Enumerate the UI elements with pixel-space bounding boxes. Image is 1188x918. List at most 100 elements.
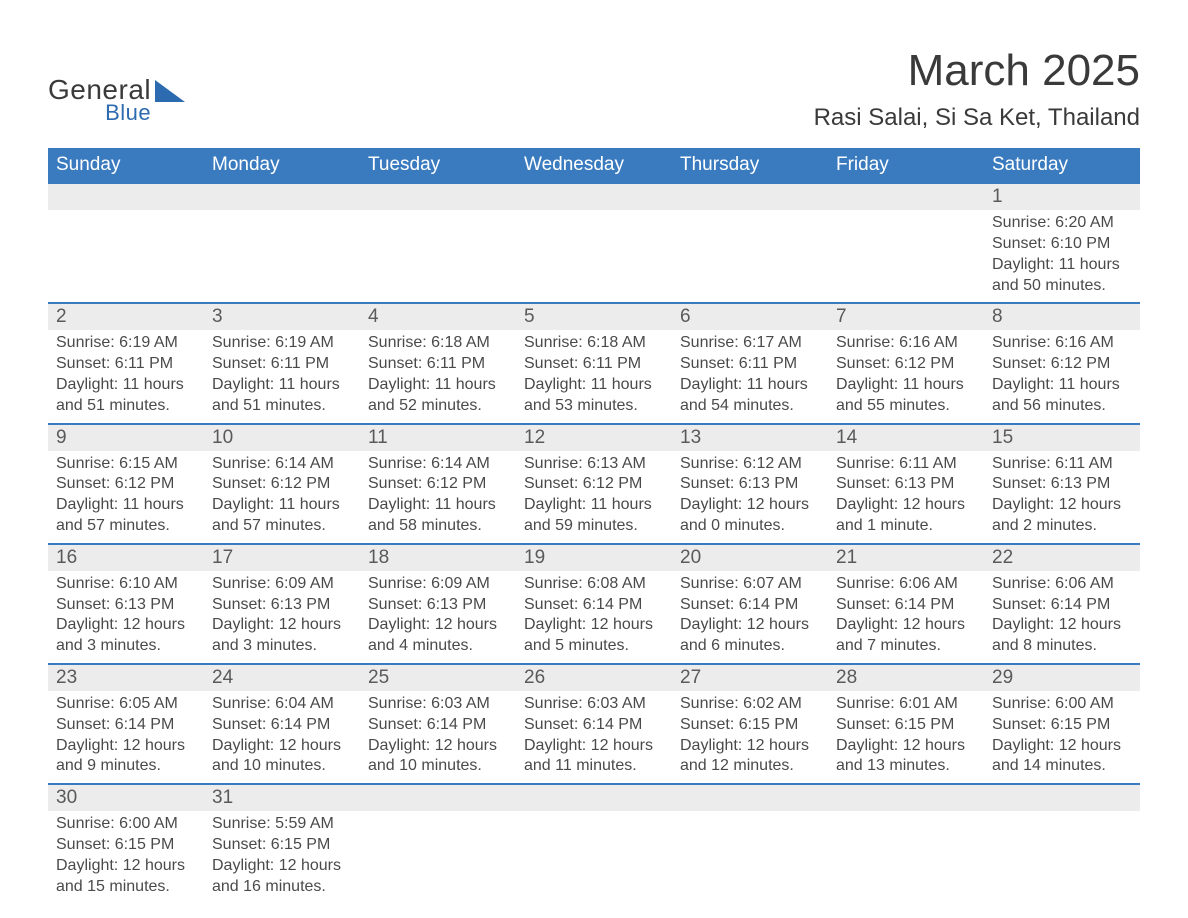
cell-line: Sunrise: 6:08 AM bbox=[524, 574, 664, 595]
cell-line: and 51 minutes. bbox=[212, 396, 352, 417]
day-data-cell bbox=[360, 210, 516, 303]
cell-line: Sunrise: 6:02 AM bbox=[680, 694, 820, 715]
cell-line: Sunset: 6:14 PM bbox=[56, 715, 196, 736]
triangle-icon bbox=[155, 80, 185, 102]
cell-line: Daylight: 12 hours bbox=[56, 615, 196, 636]
cell-line: and 4 minutes. bbox=[368, 636, 508, 657]
cell-line: Sunset: 6:14 PM bbox=[524, 595, 664, 616]
day-number-cell: 11 bbox=[360, 424, 516, 451]
day-data-row: Sunrise: 6:10 AMSunset: 6:13 PMDaylight:… bbox=[48, 571, 1140, 664]
page-title: March 2025 bbox=[814, 48, 1140, 94]
cell-line: Sunset: 6:11 PM bbox=[56, 354, 196, 375]
day-data-cell bbox=[360, 811, 516, 903]
cell-line: Daylight: 12 hours bbox=[680, 615, 820, 636]
day-number-cell: 29 bbox=[984, 664, 1140, 691]
cell-line: Sunrise: 6:04 AM bbox=[212, 694, 352, 715]
day-data-cell: Sunrise: 6:13 AMSunset: 6:12 PMDaylight:… bbox=[516, 451, 672, 544]
day-number-cell: 22 bbox=[984, 544, 1140, 571]
cell-line: and 8 minutes. bbox=[992, 636, 1132, 657]
cell-line: Sunset: 6:12 PM bbox=[56, 474, 196, 495]
cell-line: Daylight: 12 hours bbox=[992, 495, 1132, 516]
day-data-cell bbox=[516, 811, 672, 903]
cell-line: and 14 minutes. bbox=[992, 756, 1132, 777]
calendar-page: General Blue March 2025 Rasi Salai, Si S… bbox=[0, 0, 1188, 918]
cell-line: Daylight: 12 hours bbox=[992, 736, 1132, 757]
cell-line: Daylight: 12 hours bbox=[212, 736, 352, 757]
cell-line: Daylight: 11 hours bbox=[368, 375, 508, 396]
day-data-row: Sunrise: 6:19 AMSunset: 6:11 PMDaylight:… bbox=[48, 330, 1140, 423]
cell-line: Sunset: 6:13 PM bbox=[212, 595, 352, 616]
day-number-cell: 5 bbox=[516, 303, 672, 330]
cell-line: Sunrise: 6:06 AM bbox=[992, 574, 1132, 595]
day-number-cell: 7 bbox=[828, 303, 984, 330]
day-number-cell: 18 bbox=[360, 544, 516, 571]
cell-line: Sunrise: 6:05 AM bbox=[56, 694, 196, 715]
day-data-cell bbox=[48, 210, 204, 303]
day-data-cell: Sunrise: 6:12 AMSunset: 6:13 PMDaylight:… bbox=[672, 451, 828, 544]
day-number-cell: 15 bbox=[984, 424, 1140, 451]
cell-line: Daylight: 12 hours bbox=[212, 615, 352, 636]
day-data-cell: Sunrise: 6:07 AMSunset: 6:14 PMDaylight:… bbox=[672, 571, 828, 664]
cell-line: Sunset: 6:15 PM bbox=[836, 715, 976, 736]
day-data-cell: Sunrise: 6:04 AMSunset: 6:14 PMDaylight:… bbox=[204, 691, 360, 784]
cell-line: Sunrise: 6:14 AM bbox=[368, 454, 508, 475]
cell-line: Sunrise: 6:13 AM bbox=[524, 454, 664, 475]
cell-line: Daylight: 12 hours bbox=[368, 615, 508, 636]
day-number-cell: 28 bbox=[828, 664, 984, 691]
cell-line: Sunrise: 6:19 AM bbox=[56, 333, 196, 354]
cell-line: Daylight: 11 hours bbox=[992, 255, 1132, 276]
cell-line: Sunset: 6:14 PM bbox=[836, 595, 976, 616]
cell-line: and 59 minutes. bbox=[524, 516, 664, 537]
day-number-row: 23242526272829 bbox=[48, 664, 1140, 691]
cell-line: Sunset: 6:14 PM bbox=[368, 715, 508, 736]
day-data-cell: Sunrise: 6:05 AMSunset: 6:14 PMDaylight:… bbox=[48, 691, 204, 784]
cell-line: Sunrise: 6:16 AM bbox=[992, 333, 1132, 354]
cell-line: and 9 minutes. bbox=[56, 756, 196, 777]
cell-line: Sunrise: 6:11 AM bbox=[992, 454, 1132, 475]
cell-line: and 55 minutes. bbox=[836, 396, 976, 417]
day-data-cell: Sunrise: 6:20 AMSunset: 6:10 PMDaylight:… bbox=[984, 210, 1140, 303]
cell-line: Daylight: 12 hours bbox=[680, 736, 820, 757]
day-data-cell: Sunrise: 6:03 AMSunset: 6:14 PMDaylight:… bbox=[360, 691, 516, 784]
cell-line: Daylight: 11 hours bbox=[212, 495, 352, 516]
day-data-cell: Sunrise: 6:03 AMSunset: 6:14 PMDaylight:… bbox=[516, 691, 672, 784]
day-data-cell: Sunrise: 6:11 AMSunset: 6:13 PMDaylight:… bbox=[984, 451, 1140, 544]
day-data-cell: Sunrise: 6:08 AMSunset: 6:14 PMDaylight:… bbox=[516, 571, 672, 664]
cell-line: Sunset: 6:12 PM bbox=[368, 474, 508, 495]
day-number-cell: 12 bbox=[516, 424, 672, 451]
cell-line: and 1 minute. bbox=[836, 516, 976, 537]
day-number-cell: 19 bbox=[516, 544, 672, 571]
cell-line: and 2 minutes. bbox=[992, 516, 1132, 537]
cell-line: Sunrise: 6:00 AM bbox=[56, 814, 196, 835]
cell-line: Sunset: 6:10 PM bbox=[992, 234, 1132, 255]
location-subtitle: Rasi Salai, Si Sa Ket, Thailand bbox=[814, 104, 1140, 132]
day-data-cell bbox=[828, 210, 984, 303]
cell-line: Sunrise: 6:16 AM bbox=[836, 333, 976, 354]
day-data-cell: Sunrise: 6:16 AMSunset: 6:12 PMDaylight:… bbox=[984, 330, 1140, 423]
day-number-cell: 25 bbox=[360, 664, 516, 691]
day-data-cell: Sunrise: 6:09 AMSunset: 6:13 PMDaylight:… bbox=[204, 571, 360, 664]
day-data-cell bbox=[516, 210, 672, 303]
day-data-cell bbox=[204, 210, 360, 303]
cell-line: and 6 minutes. bbox=[680, 636, 820, 657]
day-number-cell: 17 bbox=[204, 544, 360, 571]
cell-line: Sunset: 6:12 PM bbox=[836, 354, 976, 375]
day-data-cell: Sunrise: 6:19 AMSunset: 6:11 PMDaylight:… bbox=[204, 330, 360, 423]
cell-line: Sunset: 6:13 PM bbox=[56, 595, 196, 616]
cell-line: Daylight: 11 hours bbox=[56, 495, 196, 516]
cell-line: Daylight: 11 hours bbox=[524, 375, 664, 396]
day-number-cell: 8 bbox=[984, 303, 1140, 330]
cell-line: and 52 minutes. bbox=[368, 396, 508, 417]
cell-line: Sunset: 6:13 PM bbox=[836, 474, 976, 495]
cell-line: and 5 minutes. bbox=[524, 636, 664, 657]
cell-line: Sunrise: 5:59 AM bbox=[212, 814, 352, 835]
cell-line: Daylight: 11 hours bbox=[212, 375, 352, 396]
cell-line: Sunrise: 6:03 AM bbox=[524, 694, 664, 715]
day-number-cell: 14 bbox=[828, 424, 984, 451]
cell-line: Daylight: 11 hours bbox=[56, 375, 196, 396]
day-number-cell: 21 bbox=[828, 544, 984, 571]
day-data-cell bbox=[828, 811, 984, 903]
day-data-cell: Sunrise: 6:10 AMSunset: 6:13 PMDaylight:… bbox=[48, 571, 204, 664]
day-number-cell: 26 bbox=[516, 664, 672, 691]
day-number-cell bbox=[672, 784, 828, 811]
